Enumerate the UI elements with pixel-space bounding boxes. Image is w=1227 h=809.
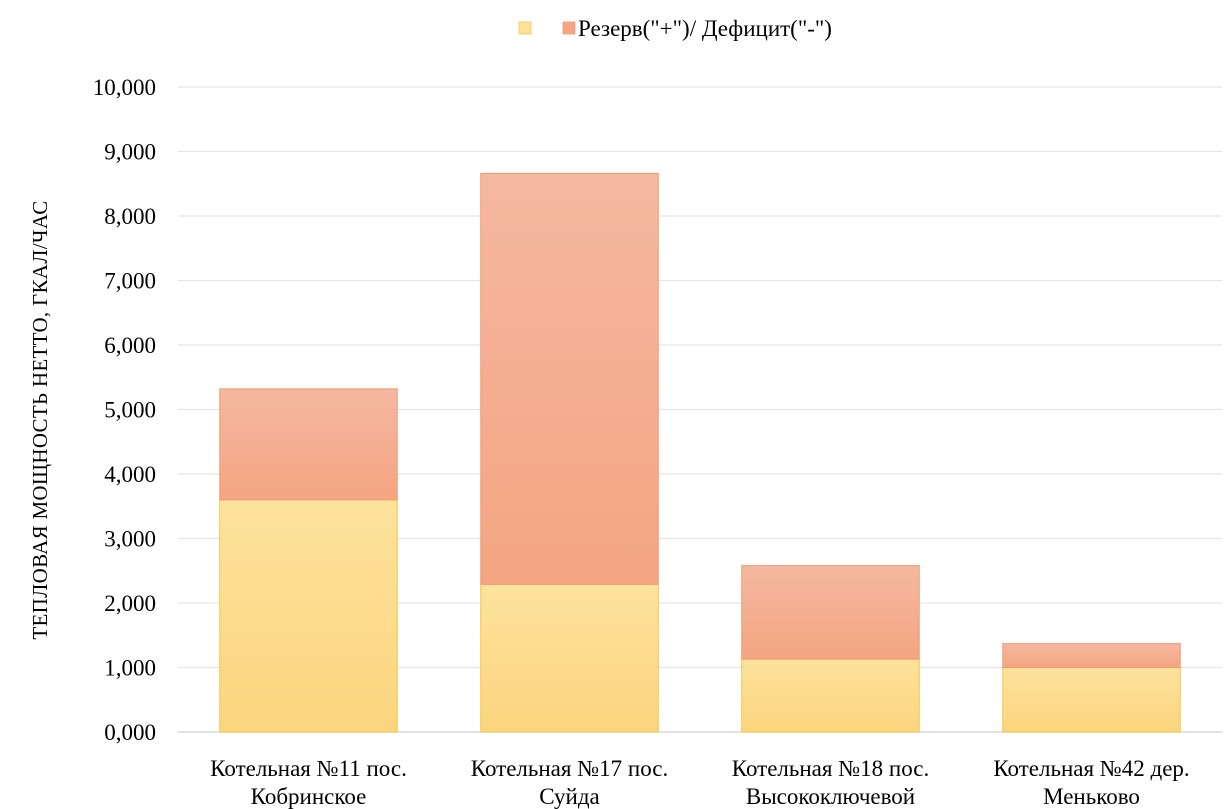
bar-series1-2 [480,583,659,733]
y-tick-label: 0,000 [104,720,156,745]
y-tick-label: 10,000 [93,75,156,100]
x-category-label: Котельная №42 дер. Меньково [993,756,1189,809]
y-tick-label: 4,000 [104,462,156,487]
x-category-label: Котельная №17 пос. Суйда [471,756,669,809]
legend-swatch-series1 [518,21,532,35]
legend: Резерв("+")/ Дефицит("-") [518,16,832,41]
bars [219,172,1181,733]
bar-series2-4 [1002,643,1181,669]
x-category-label: Котельная №11 пос. Кобринское [210,756,407,809]
bar-series1-1 [219,499,398,733]
bar-series2-3 [741,565,920,660]
y-tick-label: 1,000 [104,656,156,681]
legend-label-series2: Резерв("+")/ Дефицит("-") [578,16,832,41]
y-axis-label: ТЕПЛОВАЯ МОЩНОСТЬ НЕТТО, ГКАЛ/ЧАС [28,200,52,639]
bar-series1-3 [741,658,920,733]
bar-series1-4 [1002,667,1181,733]
y-tick-label: 6,000 [104,333,156,358]
y-tick-label: 7,000 [104,269,156,294]
x-category-label: Котельная №18 пос. Высокоключевой [732,756,930,809]
bar-series2-1 [219,388,398,501]
y-axis-ticks: 0,000 1,000 2,000 3,000 4,000 5,000 6,000 7,000… [93,75,156,745]
x-axis-categories: Котельная №11 пос. Кобринское Котельная №1… [210,756,1189,809]
bar-series2-2 [480,172,659,585]
legend-swatch-series2 [562,21,576,35]
y-tick-label: 3,000 [104,527,156,552]
y-tick-label: 2,000 [104,591,156,616]
y-tick-label: 8,000 [104,204,156,229]
y-tick-label: 9,000 [104,140,156,165]
y-tick-label: 5,000 [104,398,156,423]
